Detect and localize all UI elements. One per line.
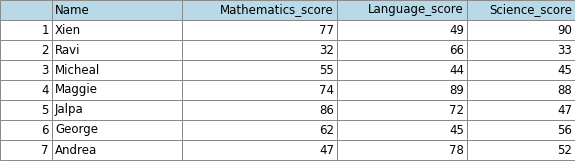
Text: 47: 47 — [319, 143, 334, 157]
Text: 66: 66 — [449, 43, 464, 56]
Bar — [52, 140, 182, 160]
Text: Andrea: Andrea — [55, 143, 97, 157]
Text: 74: 74 — [319, 83, 334, 96]
Bar — [182, 100, 337, 120]
Bar — [0, 0, 52, 20]
Bar — [337, 40, 467, 60]
Bar — [0, 40, 52, 60]
Bar — [0, 140, 52, 160]
Bar — [182, 120, 337, 140]
Bar — [337, 100, 467, 120]
Bar — [467, 20, 575, 40]
Text: 77: 77 — [319, 24, 334, 37]
Bar — [0, 120, 52, 140]
Text: Language_score: Language_score — [368, 3, 464, 16]
Bar — [467, 0, 575, 20]
Text: 7: 7 — [41, 143, 49, 157]
Text: 86: 86 — [319, 103, 334, 117]
Bar — [52, 20, 182, 40]
Text: Science_score: Science_score — [489, 3, 572, 16]
Text: 44: 44 — [449, 64, 464, 77]
Text: 72: 72 — [449, 103, 464, 117]
Bar — [337, 60, 467, 80]
Bar — [182, 60, 337, 80]
Bar — [337, 20, 467, 40]
Bar — [467, 100, 575, 120]
Bar — [182, 20, 337, 40]
Text: 1: 1 — [41, 24, 49, 37]
Bar — [52, 40, 182, 60]
Bar — [337, 120, 467, 140]
Text: 5: 5 — [41, 103, 49, 117]
Text: 78: 78 — [449, 143, 464, 157]
Text: 4: 4 — [41, 83, 49, 96]
Bar — [182, 40, 337, 60]
Text: Maggie: Maggie — [55, 83, 98, 96]
Text: George: George — [55, 124, 98, 136]
Text: 47: 47 — [557, 103, 572, 117]
Text: 6: 6 — [41, 124, 49, 136]
Bar — [52, 120, 182, 140]
Text: 90: 90 — [557, 24, 572, 37]
Bar — [52, 100, 182, 120]
Bar — [182, 80, 337, 100]
Text: 89: 89 — [449, 83, 464, 96]
Bar — [0, 100, 52, 120]
Text: Xien: Xien — [55, 24, 81, 37]
Text: 33: 33 — [557, 43, 572, 56]
Text: 45: 45 — [449, 124, 464, 136]
Bar — [337, 0, 467, 20]
Text: 32: 32 — [319, 43, 334, 56]
Text: 49: 49 — [449, 24, 464, 37]
Bar — [182, 140, 337, 160]
Bar — [467, 120, 575, 140]
Text: 3: 3 — [41, 64, 49, 77]
Bar — [0, 80, 52, 100]
Bar — [0, 20, 52, 40]
Text: Jalpa: Jalpa — [55, 103, 84, 117]
Bar — [337, 80, 467, 100]
Text: 2: 2 — [41, 43, 49, 56]
Bar — [337, 140, 467, 160]
Text: 62: 62 — [319, 124, 334, 136]
Bar — [467, 140, 575, 160]
Text: 45: 45 — [557, 64, 572, 77]
Text: 56: 56 — [557, 124, 572, 136]
Bar — [467, 40, 575, 60]
Text: Mathematics_score: Mathematics_score — [220, 3, 334, 16]
Bar — [52, 80, 182, 100]
Bar — [182, 0, 337, 20]
Text: 52: 52 — [557, 143, 572, 157]
Bar — [467, 60, 575, 80]
Text: Ravi: Ravi — [55, 43, 81, 56]
Bar — [52, 60, 182, 80]
Bar — [52, 0, 182, 20]
Bar — [0, 60, 52, 80]
Bar — [467, 80, 575, 100]
Text: 88: 88 — [557, 83, 572, 96]
Text: 55: 55 — [319, 64, 334, 77]
Text: Name: Name — [55, 3, 90, 16]
Text: Micheal: Micheal — [55, 64, 100, 77]
